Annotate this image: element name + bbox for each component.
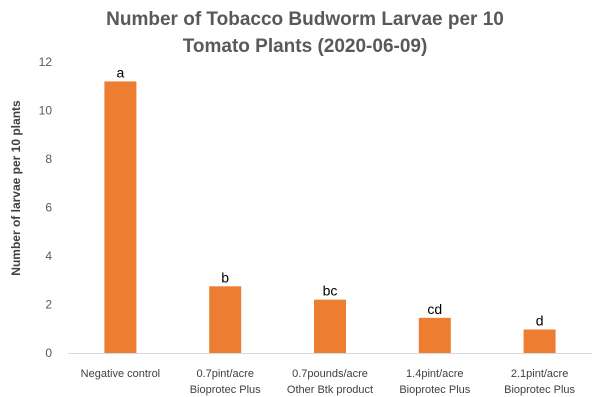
x-category-label: Bioprotec Plus: [399, 384, 470, 396]
bar-data-label: cd: [427, 301, 442, 317]
chart-title-line-2: Tomato Plants (2020-06-09): [183, 36, 428, 57]
x-category-label: Negative control: [81, 368, 161, 380]
x-category-label: 0.7pounds/acre: [292, 368, 368, 380]
x-category-label: 0.7pint/acre: [196, 368, 253, 380]
y-axis-ticks: 0 2 4 6 8 10 12: [39, 55, 53, 360]
y-tick-label: 10: [39, 104, 53, 118]
bar-data-label: a: [117, 64, 125, 80]
x-category-label: Bioprotec Plus: [190, 384, 261, 396]
bar-data-label: b: [221, 269, 229, 285]
bar: [418, 317, 451, 353]
bars-group: [104, 81, 556, 354]
x-axis-categories: Negative control 0.7pint/acre Bioprotec Pl…: [81, 368, 576, 396]
y-tick-label: 0: [45, 346, 52, 360]
bar: [104, 81, 137, 354]
y-tick-label: 2: [45, 298, 52, 312]
chart-title-line-1: Number of Tobacco Budworm Larvae per 10: [106, 9, 504, 30]
y-tick-label: 4: [45, 249, 52, 263]
x-category-label: 1.4pint/acre: [406, 368, 463, 380]
y-tick-label: 6: [45, 201, 52, 215]
bar-data-label: d: [536, 312, 544, 328]
bar-labels-group: a b bc cd d: [117, 64, 544, 328]
bar: [314, 299, 346, 353]
x-category-label: Other Btk product: [287, 384, 373, 396]
bar-data-label: bc: [323, 283, 338, 299]
bar: [523, 329, 556, 353]
y-axis-label: Number of larvae per 10 plants: [9, 100, 23, 276]
y-tick-label: 12: [39, 55, 53, 69]
x-category-label: 2.1pint/acre: [511, 368, 568, 380]
y-tick-label: 8: [45, 152, 52, 166]
bar: [209, 286, 242, 353]
x-category-label: Bioprotec Plus: [504, 384, 575, 396]
